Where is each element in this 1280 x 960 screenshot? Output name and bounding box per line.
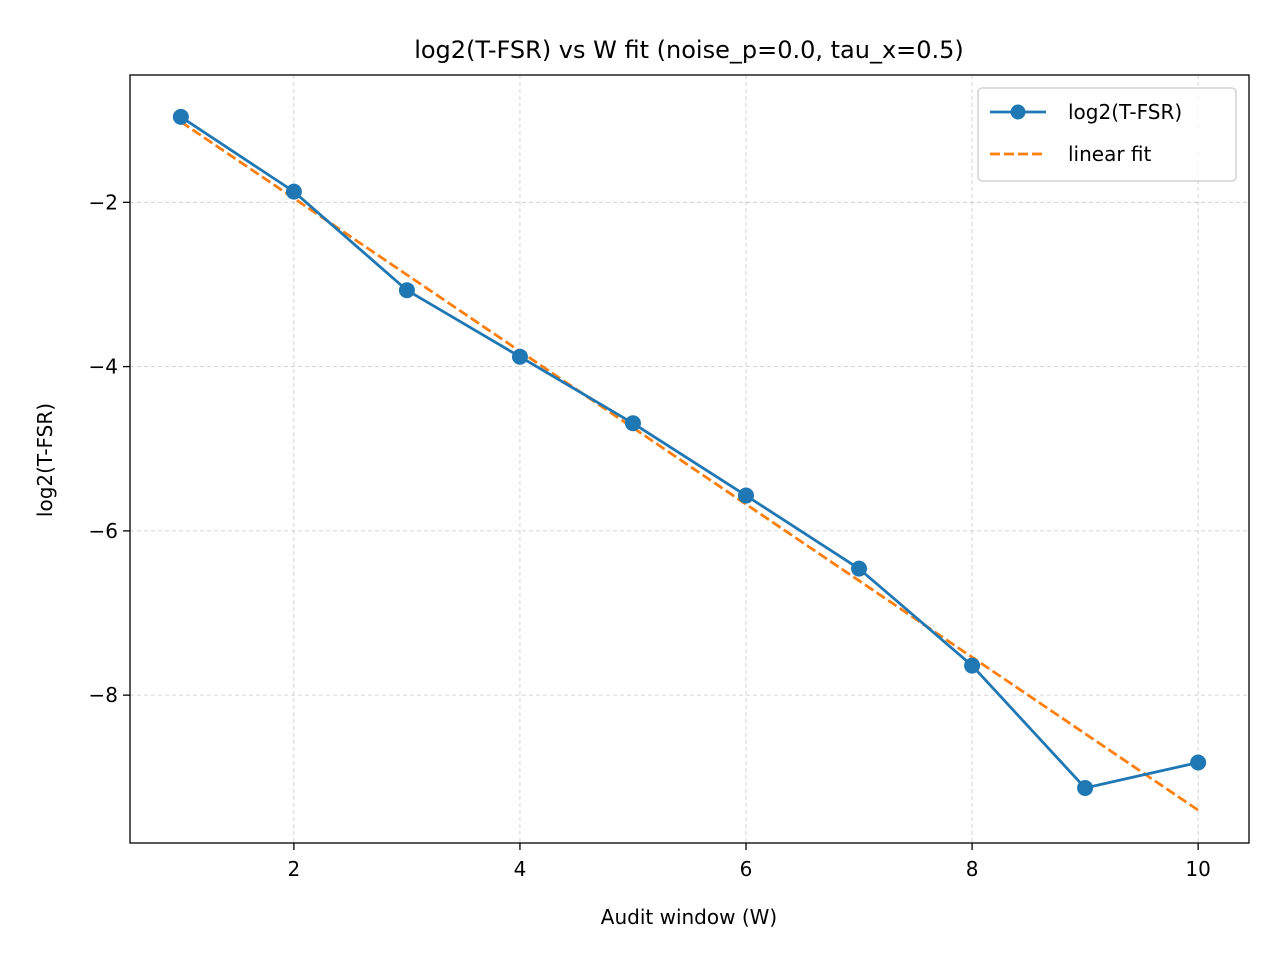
x-tick-label: 4 (514, 857, 527, 881)
plot-area-frame (129, 74, 1250, 844)
data-point (738, 487, 755, 504)
data-point (285, 183, 302, 200)
data-point (172, 108, 189, 125)
x-tick-label: 10 (1185, 857, 1210, 881)
y-axis-ticks: −2 −4 −6 −8 (89, 190, 130, 707)
data-point (1190, 754, 1207, 771)
grid-lines (130, 75, 1249, 843)
y-tick-label: −4 (89, 355, 118, 379)
data-point (511, 348, 528, 365)
data-point (851, 560, 868, 577)
y-axis-label: log2(T-FSR) (33, 403, 57, 517)
legend: log2(T-FSR) linear fit (977, 87, 1237, 182)
x-axis-ticks: 2 4 6 8 10 (288, 843, 1211, 881)
data-point (398, 282, 415, 299)
chart-title: log2(T-FSR) vs W fit (noise_p=0.0, tau_x… (414, 36, 964, 64)
y-tick-label: −6 (89, 519, 118, 543)
data-series (172, 108, 1207, 796)
x-tick-label: 8 (966, 857, 979, 881)
x-tick-label: 2 (288, 857, 301, 881)
y-tick-label: −2 (89, 190, 118, 214)
x-tick-label: 6 (740, 857, 753, 881)
data-point (1077, 779, 1094, 796)
x-axis-label: Audit window (W) (601, 905, 777, 929)
legend-label-data: log2(T-FSR) (1068, 100, 1182, 124)
y-tick-label: −8 (89, 683, 118, 707)
legend-marker-data (1010, 104, 1026, 120)
data-point (624, 415, 641, 432)
legend-label-fit: linear fit (1068, 142, 1152, 166)
data-line (180, 115, 1199, 790)
fit-series (180, 120, 1199, 812)
data-point (964, 657, 981, 674)
fit-line (180, 120, 1199, 812)
